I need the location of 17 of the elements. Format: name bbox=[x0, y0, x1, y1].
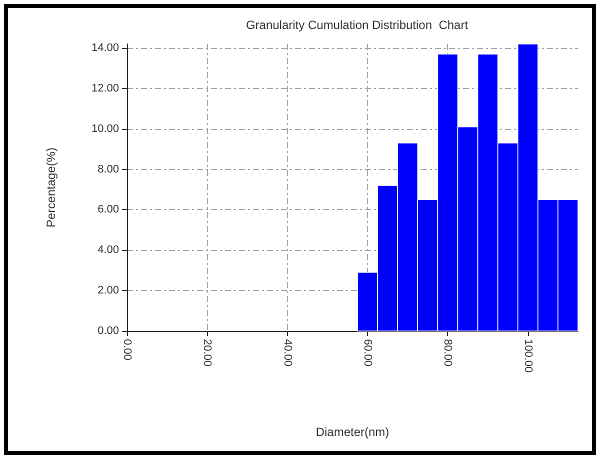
y-tick-label: 14.00 bbox=[91, 42, 119, 54]
y-tick-label: 10.00 bbox=[91, 122, 119, 135]
x-tick-label: 60.00 bbox=[362, 339, 374, 367]
y-tick-label: 12.00 bbox=[91, 82, 119, 94]
x-tick-label: 20.00 bbox=[201, 339, 214, 367]
chart-title: Granularity Cumulation Distribution Chart bbox=[246, 18, 469, 32]
y-tick-label: 6.00 bbox=[98, 204, 119, 216]
x-axis-title: Diameter(nm) bbox=[316, 425, 390, 439]
x-tick-label: 40.00 bbox=[281, 339, 294, 367]
y-tick-label: 8.00 bbox=[98, 163, 119, 176]
y-axis-title: Percentage(%) bbox=[44, 147, 58, 228]
x-tick-label: 0.00 bbox=[121, 339, 133, 360]
y-tick-label: 2.00 bbox=[98, 284, 119, 297]
y-tick-label: 0.00 bbox=[98, 325, 119, 337]
y-tick-label: 4.00 bbox=[98, 244, 119, 256]
x-tick-label: 100.00 bbox=[522, 339, 534, 373]
x-tick-label: 80.00 bbox=[442, 339, 454, 367]
